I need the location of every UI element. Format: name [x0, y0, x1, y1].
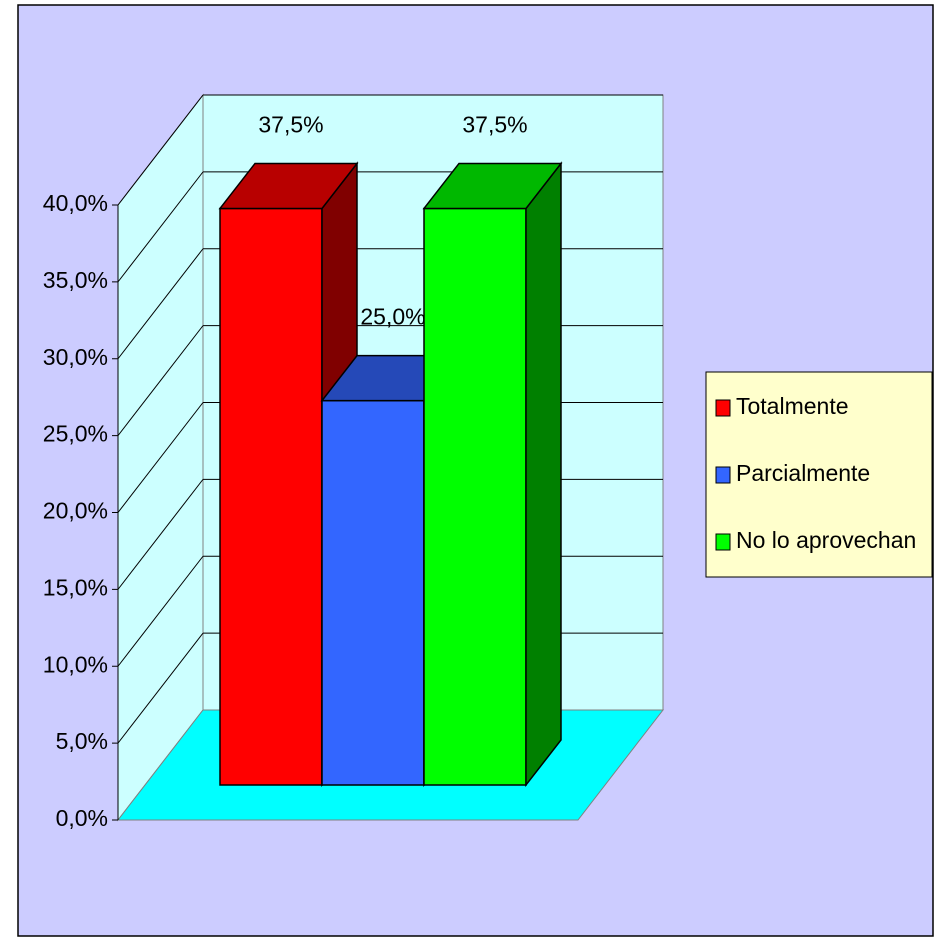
y-tick-label: 25,0% — [43, 421, 108, 447]
grid-line — [117, 479, 204, 590]
data-label: 25,0% — [360, 304, 425, 330]
bar-side — [525, 161, 562, 788]
grid-line — [117, 171, 204, 283]
grid-line — [117, 555, 204, 667]
legend-swatch — [715, 466, 731, 484]
grid-line — [117, 248, 204, 360]
bar-top — [218, 162, 359, 210]
bar — [321, 399, 425, 786]
y-tick-label: 30,0% — [43, 344, 108, 370]
legend-label: No lo aprovechan — [736, 527, 916, 553]
y-tick-label: 20,0% — [43, 498, 108, 524]
data-label: 37,5% — [258, 112, 323, 138]
legend-swatch — [715, 399, 731, 417]
grid-line — [117, 632, 204, 744]
grid-line — [117, 94, 204, 206]
data-label: 37,5% — [462, 112, 527, 138]
bar — [423, 207, 527, 786]
legend-box — [705, 371, 933, 578]
legend-swatch — [715, 533, 731, 551]
y-tick-label: 35,0% — [43, 267, 108, 293]
y-tick-label: 0,0% — [56, 805, 108, 831]
bar-top — [422, 162, 563, 210]
y-tick-label: 15,0% — [43, 574, 108, 600]
bar — [219, 207, 323, 786]
y-tick-label: 10,0% — [43, 651, 108, 677]
legend-label: Totalmente — [736, 393, 849, 419]
grid-line — [117, 325, 204, 436]
legend-label: Parcialmente — [736, 460, 870, 486]
y-tick-label: 40,0% — [43, 190, 108, 216]
y-tick-label: 5,0% — [56, 728, 108, 754]
grid-line — [117, 402, 204, 513]
